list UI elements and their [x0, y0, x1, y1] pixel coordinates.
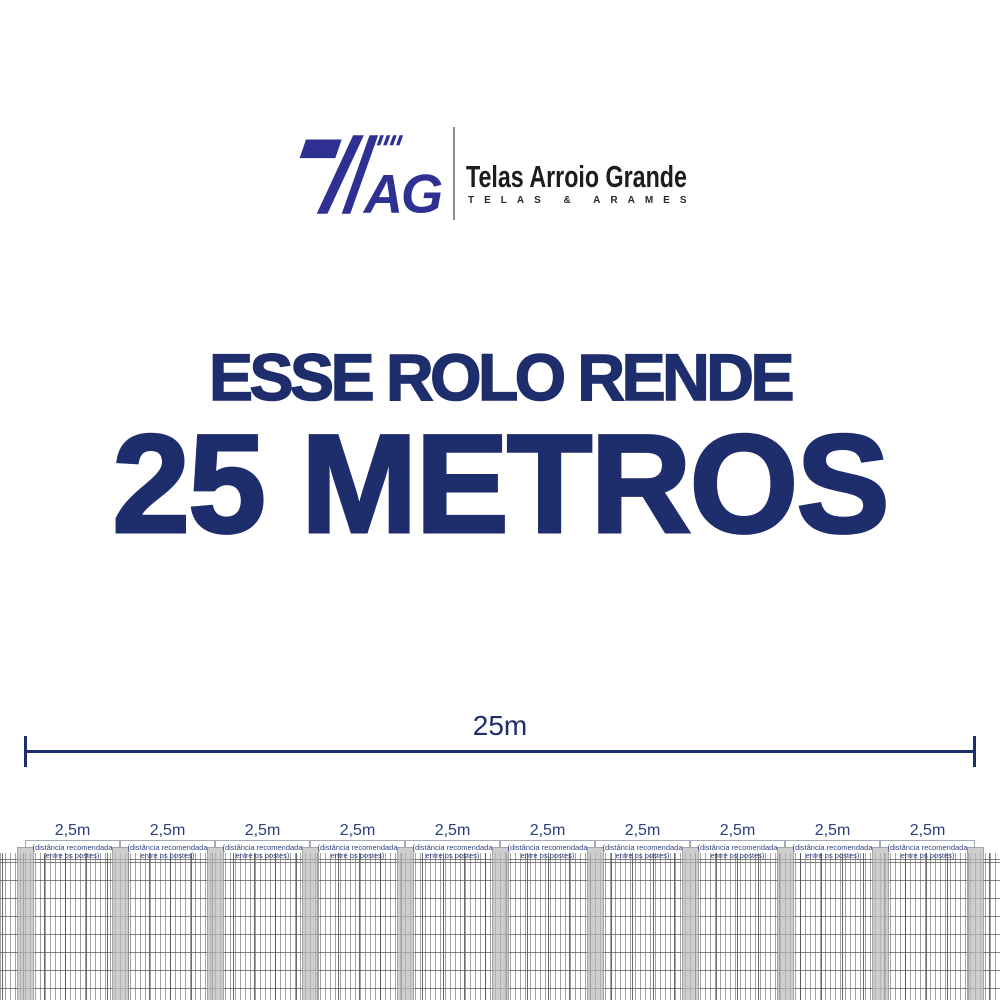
- span-length-label: 2,5m: [909, 822, 946, 839]
- measurement-tick-right: [973, 736, 976, 767]
- fence-span: 2,5m (distância recomendada entre os poste…: [25, 818, 120, 878]
- span-note-line2: entre os postes): [520, 850, 575, 860]
- span-bracket-tick-left: [215, 840, 216, 847]
- span-length-label: 2,5m: [434, 822, 471, 839]
- span-bracket-tick-right: [404, 840, 405, 847]
- span-length-label: 2,5m: [149, 822, 186, 839]
- fence-post: [966, 847, 984, 1000]
- fence-span: 2,5m (distância recomendada entre os poste…: [120, 818, 215, 878]
- span-note-line2: entre os postes): [45, 850, 100, 860]
- fence-span: 2,5m (distância recomendada entre os poste…: [215, 818, 310, 878]
- span-bracket-tick-left: [310, 840, 311, 847]
- span-note-line1: (distância recomendada: [602, 843, 683, 852]
- span-note-line2: entre os postes): [710, 850, 765, 860]
- span-note-line1: (distância recomendada: [32, 843, 113, 852]
- fence-span: 2,5m (distância recomendada entre os poste…: [690, 818, 785, 878]
- span-bracket-line: [595, 840, 690, 841]
- span-note-line1: (distância recomendada: [222, 843, 303, 852]
- brand-name: Telas Arroio Grande: [466, 159, 687, 194]
- fence-post: [491, 847, 509, 1000]
- span-bracket-tick-right: [784, 840, 785, 847]
- span-bracket-tick-right: [119, 840, 120, 847]
- fence-span: 2,5m (distância recomendada entre os poste…: [880, 818, 975, 878]
- fence-span: 2,5m (distância recomendada entre os poste…: [595, 818, 690, 878]
- span-bracket-line: [880, 840, 975, 841]
- measurement-line: [25, 750, 975, 753]
- span-bracket-line: [25, 840, 120, 841]
- tag-monogram-icon: AG: [299, 135, 444, 221]
- span-bracket-tick-left: [880, 840, 881, 847]
- span-note-line2: entre os postes): [140, 850, 195, 860]
- span-length-label: 2,5m: [529, 822, 566, 839]
- span-note-line1: (distância recomendada: [792, 843, 873, 852]
- total-measurement-label: 25m: [472, 710, 528, 741]
- span-note-line2: entre os postes): [330, 850, 385, 860]
- span-note-line2: entre os postes): [425, 850, 480, 860]
- fence-span: 2,5m (distância recomendada entre os poste…: [405, 818, 500, 878]
- span-bracket-tick-left: [120, 840, 121, 847]
- fence-span: 2,5m (distância recomendada entre os poste…: [785, 818, 880, 878]
- span-bracket-line: [405, 840, 500, 841]
- span-note-line1: (distância recomendada: [887, 843, 968, 852]
- span-bracket-tick-left: [25, 840, 26, 847]
- span-bracket-line: [785, 840, 880, 841]
- span-bracket-tick-right: [309, 840, 310, 847]
- span-length-label: 2,5m: [719, 822, 756, 839]
- span-bracket-tick-right: [879, 840, 880, 847]
- span-bracket-line: [215, 840, 310, 841]
- fence-post: [206, 847, 224, 1000]
- span-bracket-tick-left: [785, 840, 786, 847]
- total-measurement: 25m: [0, 700, 1000, 780]
- measurement-tick-left: [24, 736, 27, 767]
- span-length-label: 2,5m: [624, 822, 661, 839]
- span-bracket-tick-left: [500, 840, 501, 847]
- logo-divider: [453, 127, 455, 220]
- headline-line1: ESSE ROLO RENDE: [208, 340, 795, 414]
- span-note-line2: entre os postes): [805, 850, 860, 860]
- headline-line2: 25 METROS: [111, 405, 892, 562]
- span-note-line2: entre os postes): [235, 850, 290, 860]
- span-note-line1: (distância recomendada: [317, 843, 398, 852]
- span-length-label: 2,5m: [814, 822, 851, 839]
- fence-post: [16, 847, 34, 1000]
- span-bracket-tick-right: [214, 840, 215, 847]
- span-bracket-tick-right: [499, 840, 500, 847]
- fence-post: [871, 847, 889, 1000]
- span-note-line1: (distância recomendada: [697, 843, 778, 852]
- fence-post: [586, 847, 604, 1000]
- span-bracket-line: [690, 840, 785, 841]
- span-note-line1: (distância recomendada: [507, 843, 588, 852]
- span-bracket-tick-right: [689, 840, 690, 847]
- fence-post: [776, 847, 794, 1000]
- fence-span: 2,5m (distância recomendada entre os poste…: [310, 818, 405, 878]
- span-length-label: 2,5m: [54, 822, 91, 839]
- span-note-line1: (distância recomendada: [412, 843, 493, 852]
- span-bracket-line: [310, 840, 405, 841]
- span-bracket-tick-right: [974, 840, 975, 847]
- span-bracket-line: [500, 840, 595, 841]
- span-length-label: 2,5m: [244, 822, 281, 839]
- span-note-line2: entre os postes): [615, 850, 670, 860]
- fence-post: [681, 847, 699, 1000]
- fence-post: [396, 847, 414, 1000]
- fence-span: 2,5m (distância recomendada entre os poste…: [500, 818, 595, 878]
- span-note-line2: entre os postes): [900, 850, 955, 860]
- brand-tagline: TELAS & ARAMES: [468, 195, 697, 206]
- fence-post: [301, 847, 319, 1000]
- span-bracket-tick-left: [595, 840, 596, 847]
- fence-diagram: 2,5m (distância recomendada entre os poste…: [0, 818, 1000, 1000]
- span-bracket-tick-left: [405, 840, 406, 847]
- span-bracket-line: [120, 840, 215, 841]
- span-length-label: 2,5m: [339, 822, 376, 839]
- span-bracket-tick-right: [594, 840, 595, 847]
- span-note-line1: (distância recomendada: [127, 843, 208, 852]
- monogram-letters: AG: [362, 163, 442, 221]
- fence-post: [111, 847, 129, 1000]
- span-bracket-tick-left: [690, 840, 691, 847]
